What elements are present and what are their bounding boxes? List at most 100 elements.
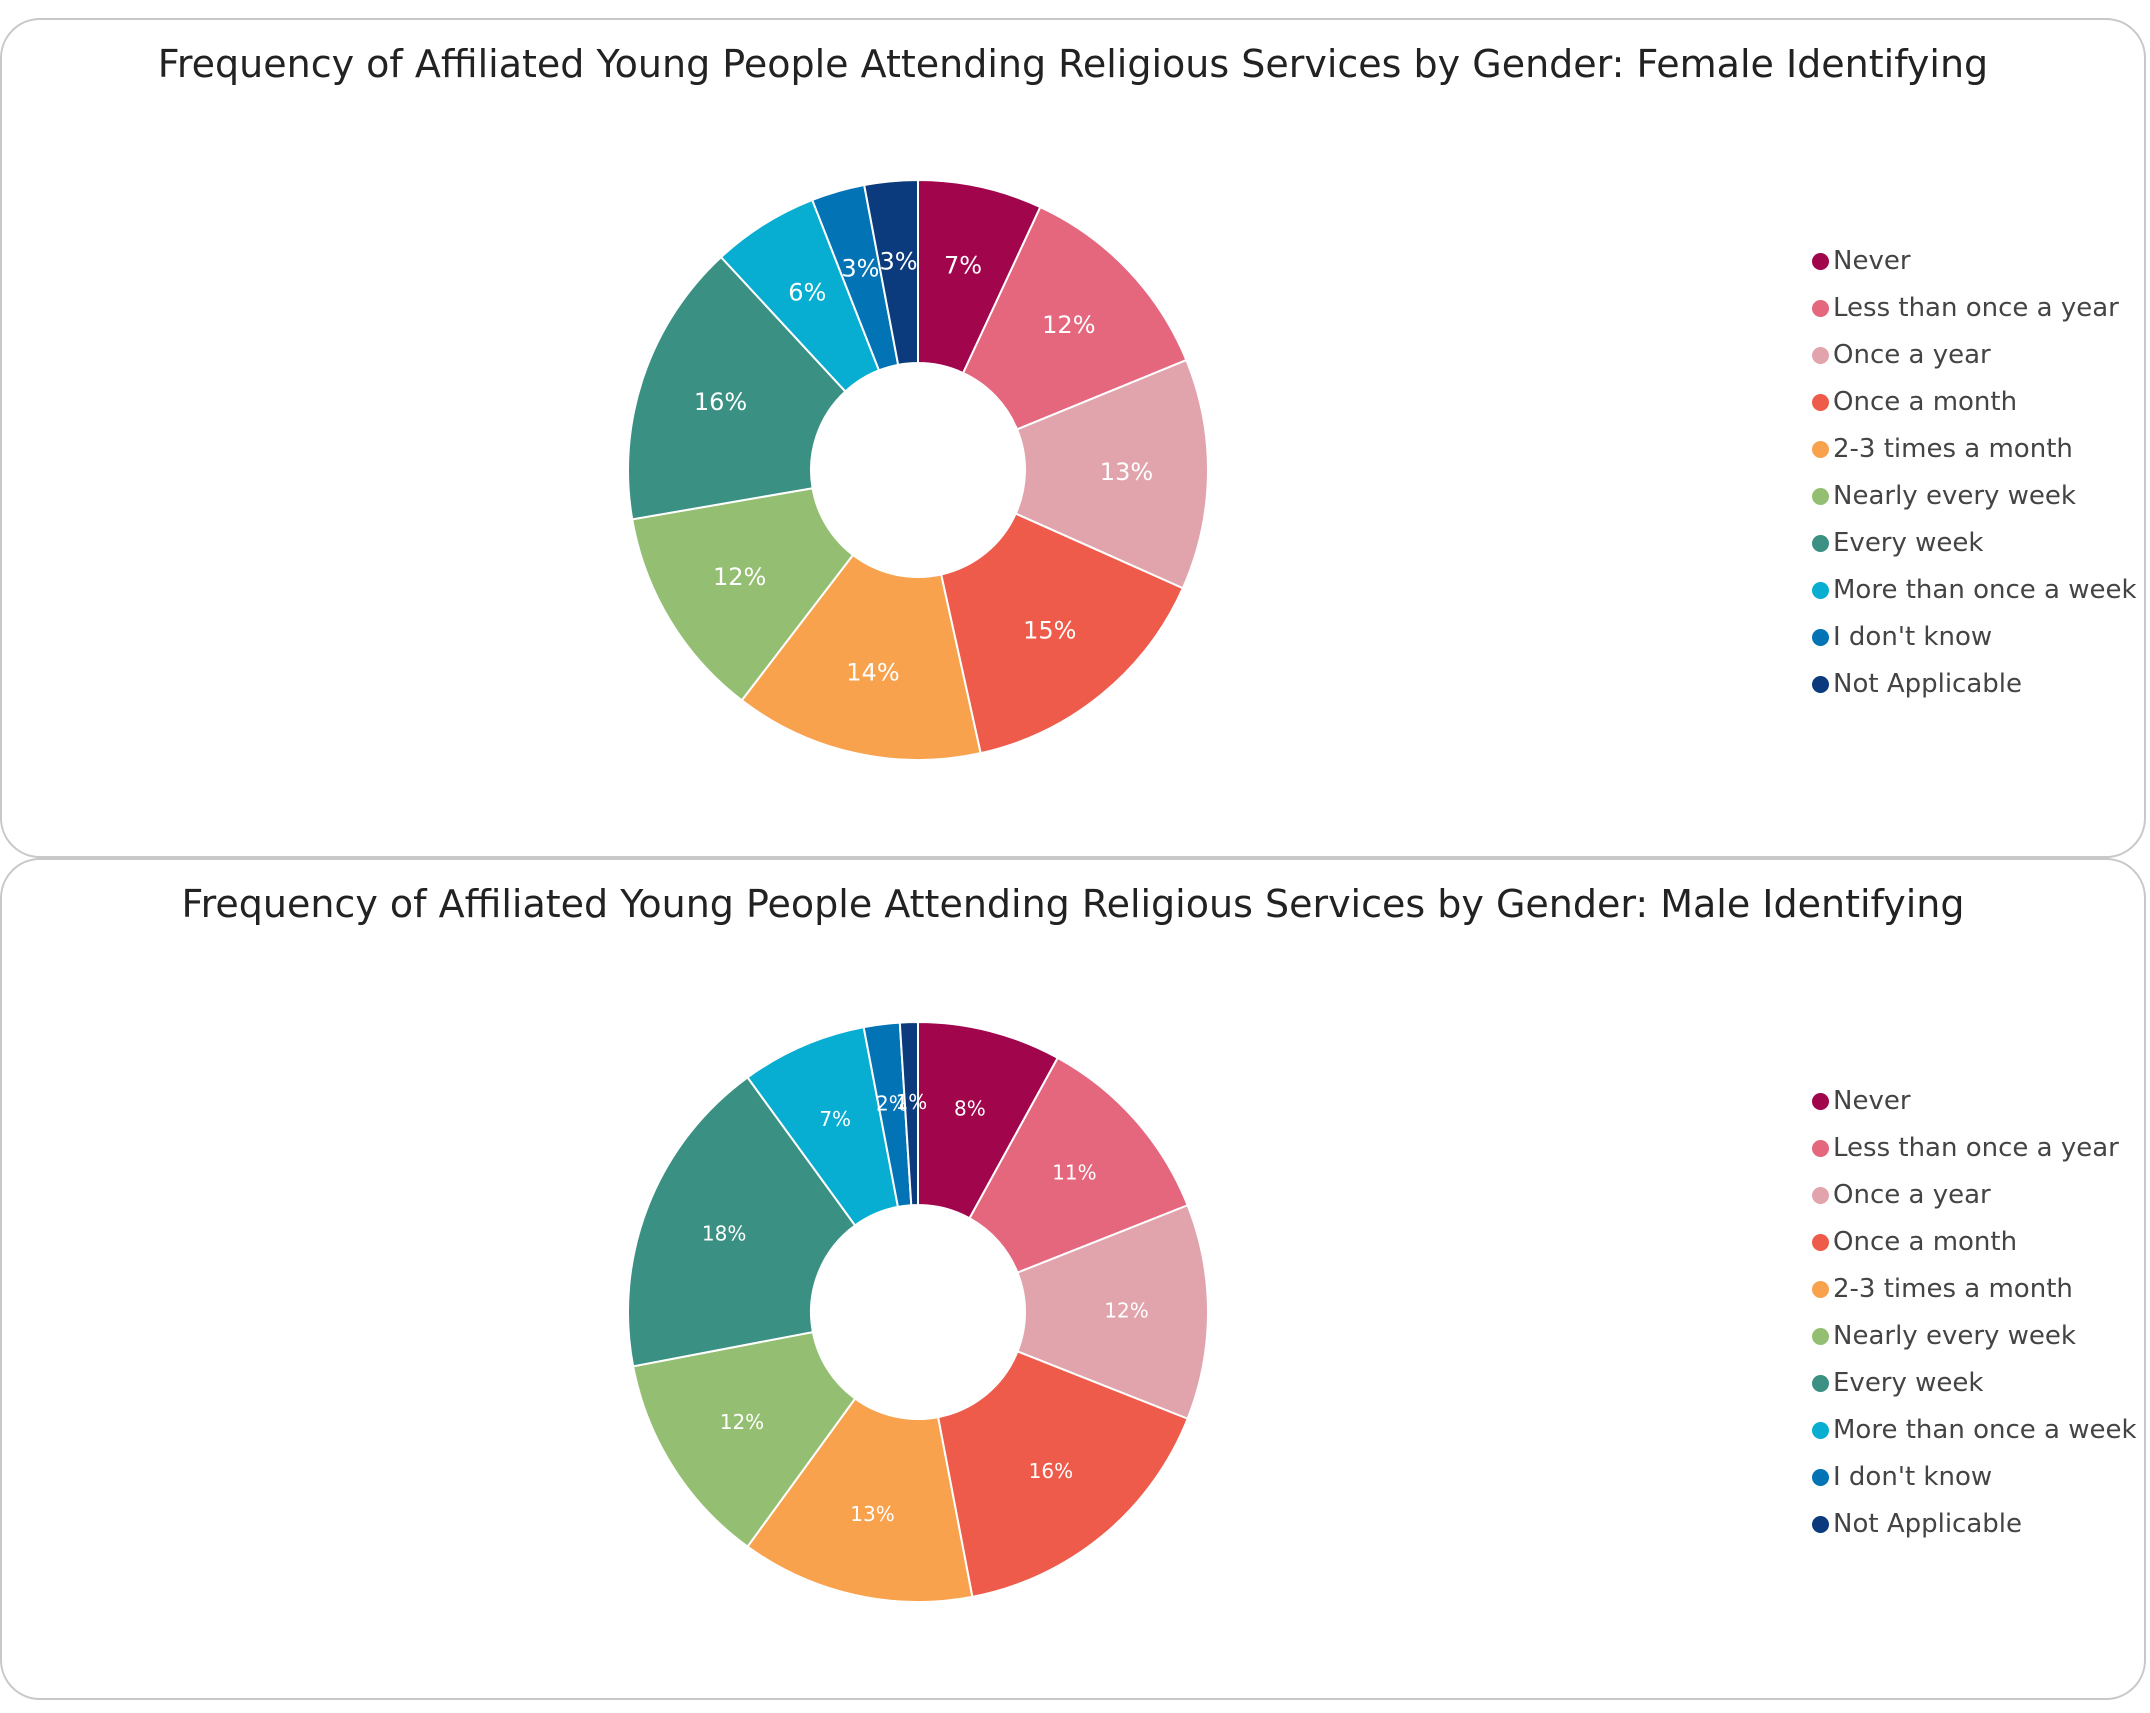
legend-label: 2-3 times a month <box>1833 434 2073 464</box>
slice-2-3-times-a-month <box>746 1397 974 1603</box>
data-label-more-than-once-a-week: 7% <box>819 1107 851 1131</box>
legend-swatch <box>1812 1281 1829 1298</box>
legend-label: Once a year <box>1833 340 1991 370</box>
legend-item-more-than-once-a-week: More than once a week <box>1812 567 2137 614</box>
legend-swatch <box>1812 1328 1829 1345</box>
legend-item-nearly-every-week: Nearly every week <box>1812 1313 2137 1360</box>
legend-label: Every week <box>1833 1368 1984 1398</box>
data-label-nearly-every-week: 12% <box>720 1410 764 1434</box>
data-label-never: 8% <box>954 1097 986 1121</box>
legend-swatch <box>1812 535 1829 552</box>
chart-panel-male: Frequency of Affiliated Young People Att… <box>0 858 2146 1700</box>
legend-item-never: Never <box>1812 1078 2137 1125</box>
slice-every-week <box>627 255 847 521</box>
legend-label: Less than once a year <box>1833 293 2119 323</box>
data-label-never: 7% <box>944 251 982 279</box>
slice-once-a-year <box>1016 1203 1210 1421</box>
data-label-less-than-once-a-year: 12% <box>1042 311 1095 339</box>
data-label-i-don-t-know: 2% <box>876 1092 908 1116</box>
legend-item-not-applicable: Not Applicable <box>1812 661 2137 708</box>
legend-swatch <box>1812 582 1829 599</box>
slice-2-3-times-a-month <box>740 553 982 761</box>
legend-item-i-don-t-know: I don't know <box>1812 614 2137 661</box>
legend-item-every-week: Every week <box>1812 520 2137 567</box>
legend-label: Not Applicable <box>1833 669 2023 699</box>
slice-not-applicable <box>863 178 919 367</box>
legend-item-not-applicable: Not Applicable <box>1812 1501 2137 1548</box>
legend-swatch <box>1812 1140 1829 1157</box>
legend-item-nearly-every-week: Nearly every week <box>1812 473 2137 520</box>
legend-label: Not Applicable <box>1833 1509 2023 1539</box>
legend-item-2-3-times-a-month: 2-3 times a month <box>1812 426 2137 473</box>
data-label-not-applicable: 3% <box>880 247 918 275</box>
legend-swatch <box>1812 488 1829 505</box>
legend-label: Less than once a year <box>1833 1133 2119 1163</box>
legend-label: Nearly every week <box>1833 481 2076 511</box>
legend-item-once-a-month: Once a month <box>1812 379 2137 426</box>
chart-legend: Never Less than once a year Once a year Onc… <box>1812 238 2137 708</box>
data-label-once-a-year: 13% <box>1100 458 1153 486</box>
chart-title: Frequency of Affiliated Young People Att… <box>181 882 1965 926</box>
legend-label: More than once a week <box>1833 1415 2137 1445</box>
donut-chart-female: 7% 12% 13% 15% 14% 12% 16% 6% 3% 3% <box>627 178 1209 761</box>
data-label-once-a-month: 16% <box>1029 1459 1073 1483</box>
legend-label: Once a month <box>1833 387 2018 417</box>
data-label-nearly-every-week: 12% <box>713 563 766 591</box>
slice-nearly-every-week <box>631 1330 857 1549</box>
legend-label: I don't know <box>1833 1462 1993 1492</box>
legend-item-every-week: Every week <box>1812 1360 2137 1407</box>
slice-not-applicable <box>898 1020 919 1207</box>
legend-item-once-a-year: Once a year <box>1812 332 2137 379</box>
legend-swatch <box>1812 347 1829 364</box>
legend-swatch <box>1812 253 1829 270</box>
chart-panel-female: Frequency of Affiliated Young People Att… <box>0 18 2146 858</box>
slice-once-a-month <box>936 1350 1189 1599</box>
legend-swatch <box>1812 1516 1829 1533</box>
legend-swatch <box>1812 1375 1829 1392</box>
legend-swatch <box>1812 1187 1829 1204</box>
legend-swatch <box>1812 629 1829 646</box>
legend-item-2-3-times-a-month: 2-3 times a month <box>1812 1266 2137 1313</box>
legend-item-less-than-once-a-year: Less than once a year <box>1812 285 2137 332</box>
data-label-i-don-t-know: 3% <box>841 255 879 283</box>
legend-swatch <box>1812 1093 1829 1110</box>
slice-less-than-once-a-year <box>961 205 1188 431</box>
legend-label: I don't know <box>1833 622 1993 652</box>
slice-once-a-year <box>1014 358 1209 590</box>
data-label-not-applicable: 1% <box>896 1090 928 1114</box>
legend-item-less-than-once-a-year: Less than once a year <box>1812 1125 2137 1172</box>
legend-label: Never <box>1833 246 1911 276</box>
legend-label: Once a year <box>1833 1180 1991 1210</box>
legend-swatch <box>1812 1234 1829 1251</box>
legend-item-once-a-month: Once a month <box>1812 1219 2137 1266</box>
slice-nearly-every-week <box>631 487 855 702</box>
chart-legend: Never Less than once a year Once a year Onc… <box>1812 1078 2137 1548</box>
legend-label: Never <box>1833 1086 1911 1116</box>
slice-less-than-once-a-year <box>968 1056 1189 1274</box>
data-label-every-week: 18% <box>702 1222 746 1246</box>
data-label-2-3-times-a-month: 14% <box>846 659 899 687</box>
donut-chart-male: 8% 11% 12% 16% 13% 12% 18% 7% 2%1% <box>627 1020 1210 1603</box>
data-label-2-3-times-a-month: 13% <box>850 1502 894 1526</box>
legend-swatch <box>1812 1422 1829 1439</box>
legend-item-more-than-once-a-week: More than once a week <box>1812 1407 2137 1454</box>
chart-title: Frequency of Affiliated Young People Att… <box>157 42 1989 86</box>
legend-swatch <box>1812 300 1829 317</box>
legend-swatch <box>1812 1469 1829 1486</box>
legend-swatch <box>1812 441 1829 458</box>
slice-once-a-month <box>939 512 1185 755</box>
legend-label: Nearly every week <box>1833 1321 2076 1351</box>
legend-label: Every week <box>1833 528 1984 558</box>
data-label-once-a-year: 12% <box>1104 1299 1148 1323</box>
data-label-once-a-month: 15% <box>1023 617 1076 645</box>
legend-label: 2-3 times a month <box>1833 1274 2073 1304</box>
legend-swatch <box>1812 676 1829 693</box>
data-label-every-week: 16% <box>694 388 747 416</box>
legend-item-once-a-year: Once a year <box>1812 1172 2137 1219</box>
legend-swatch <box>1812 394 1829 411</box>
legend-label: Once a month <box>1833 1227 2018 1257</box>
legend-item-i-don-t-know: I don't know <box>1812 1454 2137 1501</box>
data-label-more-than-once-a-week: 6% <box>788 278 826 306</box>
legend-item-never: Never <box>1812 238 2137 285</box>
legend-label: More than once a week <box>1833 575 2137 605</box>
